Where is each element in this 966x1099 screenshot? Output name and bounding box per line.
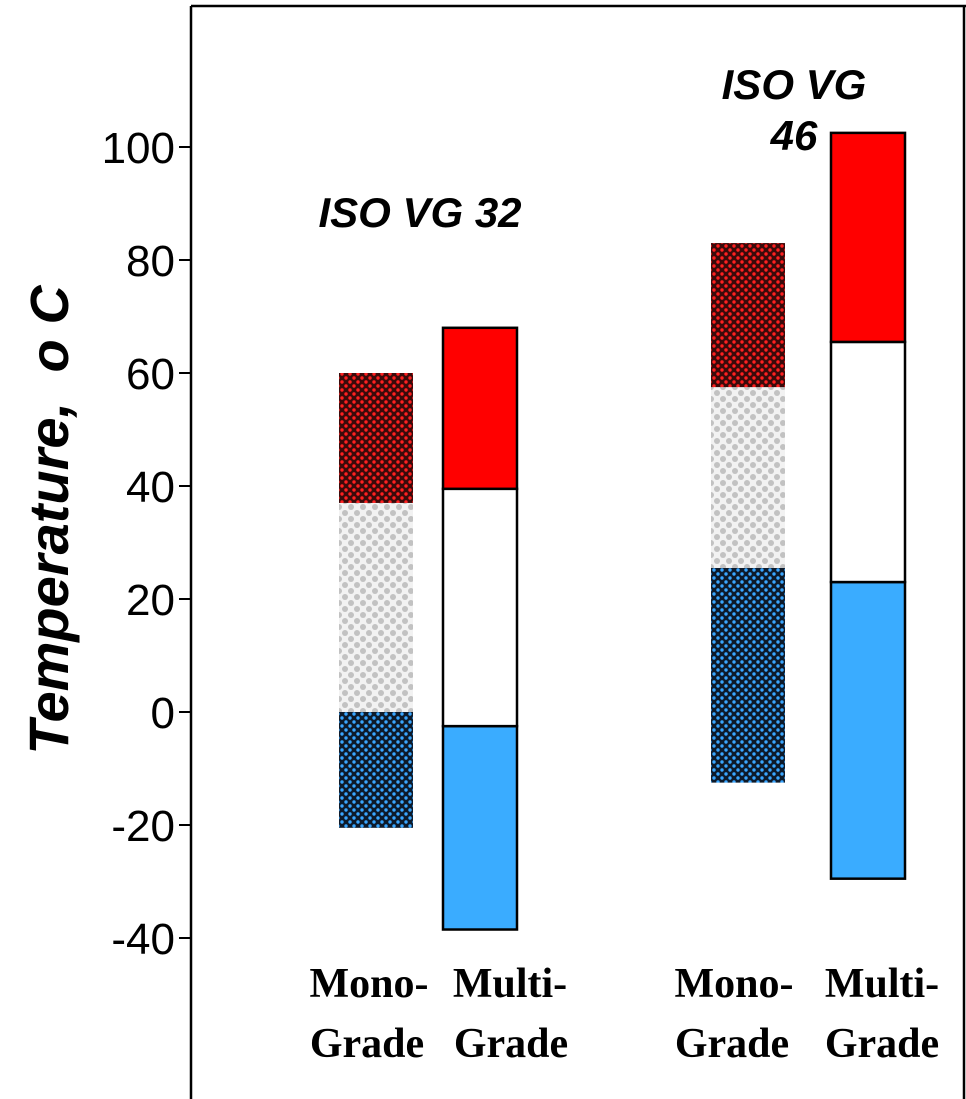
y-tick-label: 100: [102, 124, 175, 173]
y-tick-label: 80: [126, 237, 175, 286]
cat-label-vg32-mono-line1: Mono-: [310, 961, 429, 1007]
bar-segment-g1-b1-s2: [829, 131, 907, 344]
bar-segment-g0-b0-s0: [339, 712, 413, 828]
bar-segment-g0-b1-s2: [441, 326, 519, 491]
cat-label-vg46-mono-line1: Mono-: [675, 961, 794, 1007]
y-tick-label: -40: [111, 915, 175, 964]
cat-label-vg32-multi-line2: Grade: [454, 1021, 568, 1067]
bar-segment-g1-b1-s1: [829, 340, 907, 584]
group-label-iso-vg-32: ISO VG 32: [318, 189, 521, 236]
y-axis-title: Temperature, o C: [17, 284, 80, 754]
bar-segment-g1-b0-s2: [711, 243, 785, 388]
bar-segment-g1-b0-s1: [711, 387, 785, 568]
y-tick-label: 20: [126, 576, 175, 625]
bar-segment-g0-b1-s0: [441, 724, 519, 931]
y-axis-label: Temperature,: [17, 402, 80, 755]
group-label-iso-vg-46-line2: 46: [770, 112, 818, 159]
bar-segment-g0-b0-s1: [339, 502, 413, 712]
bar-segment-g0-b0-s2: [339, 373, 413, 503]
y-axis-unit: o C: [20, 284, 80, 372]
cat-label-vg46-multi-line1: Multi-: [825, 961, 939, 1007]
y-ticks: -40 -20 0 20 40 60 80 100: [102, 124, 191, 964]
cat-label-vg46-multi-line2: Grade: [825, 1021, 939, 1067]
bar-segment-g0-b1-s1: [441, 487, 519, 728]
y-tick-label: 40: [126, 463, 175, 512]
cat-label-vg46-mono-line2: Grade: [675, 1021, 789, 1067]
group-label-iso-vg-46-line1: ISO VG: [722, 61, 867, 108]
cat-label-vg32-multi-line1: Multi-: [453, 961, 567, 1007]
bars-layer: [339, 131, 907, 931]
y-tick-label: 0: [151, 689, 175, 738]
y-tick-label: -20: [111, 802, 175, 851]
y-tick-label: 60: [126, 350, 175, 399]
bar-segment-g1-b1-s0: [829, 580, 907, 880]
bar-segment-g1-b0-s0: [711, 567, 785, 783]
cat-label-vg32-mono-line2: Grade: [310, 1021, 424, 1067]
